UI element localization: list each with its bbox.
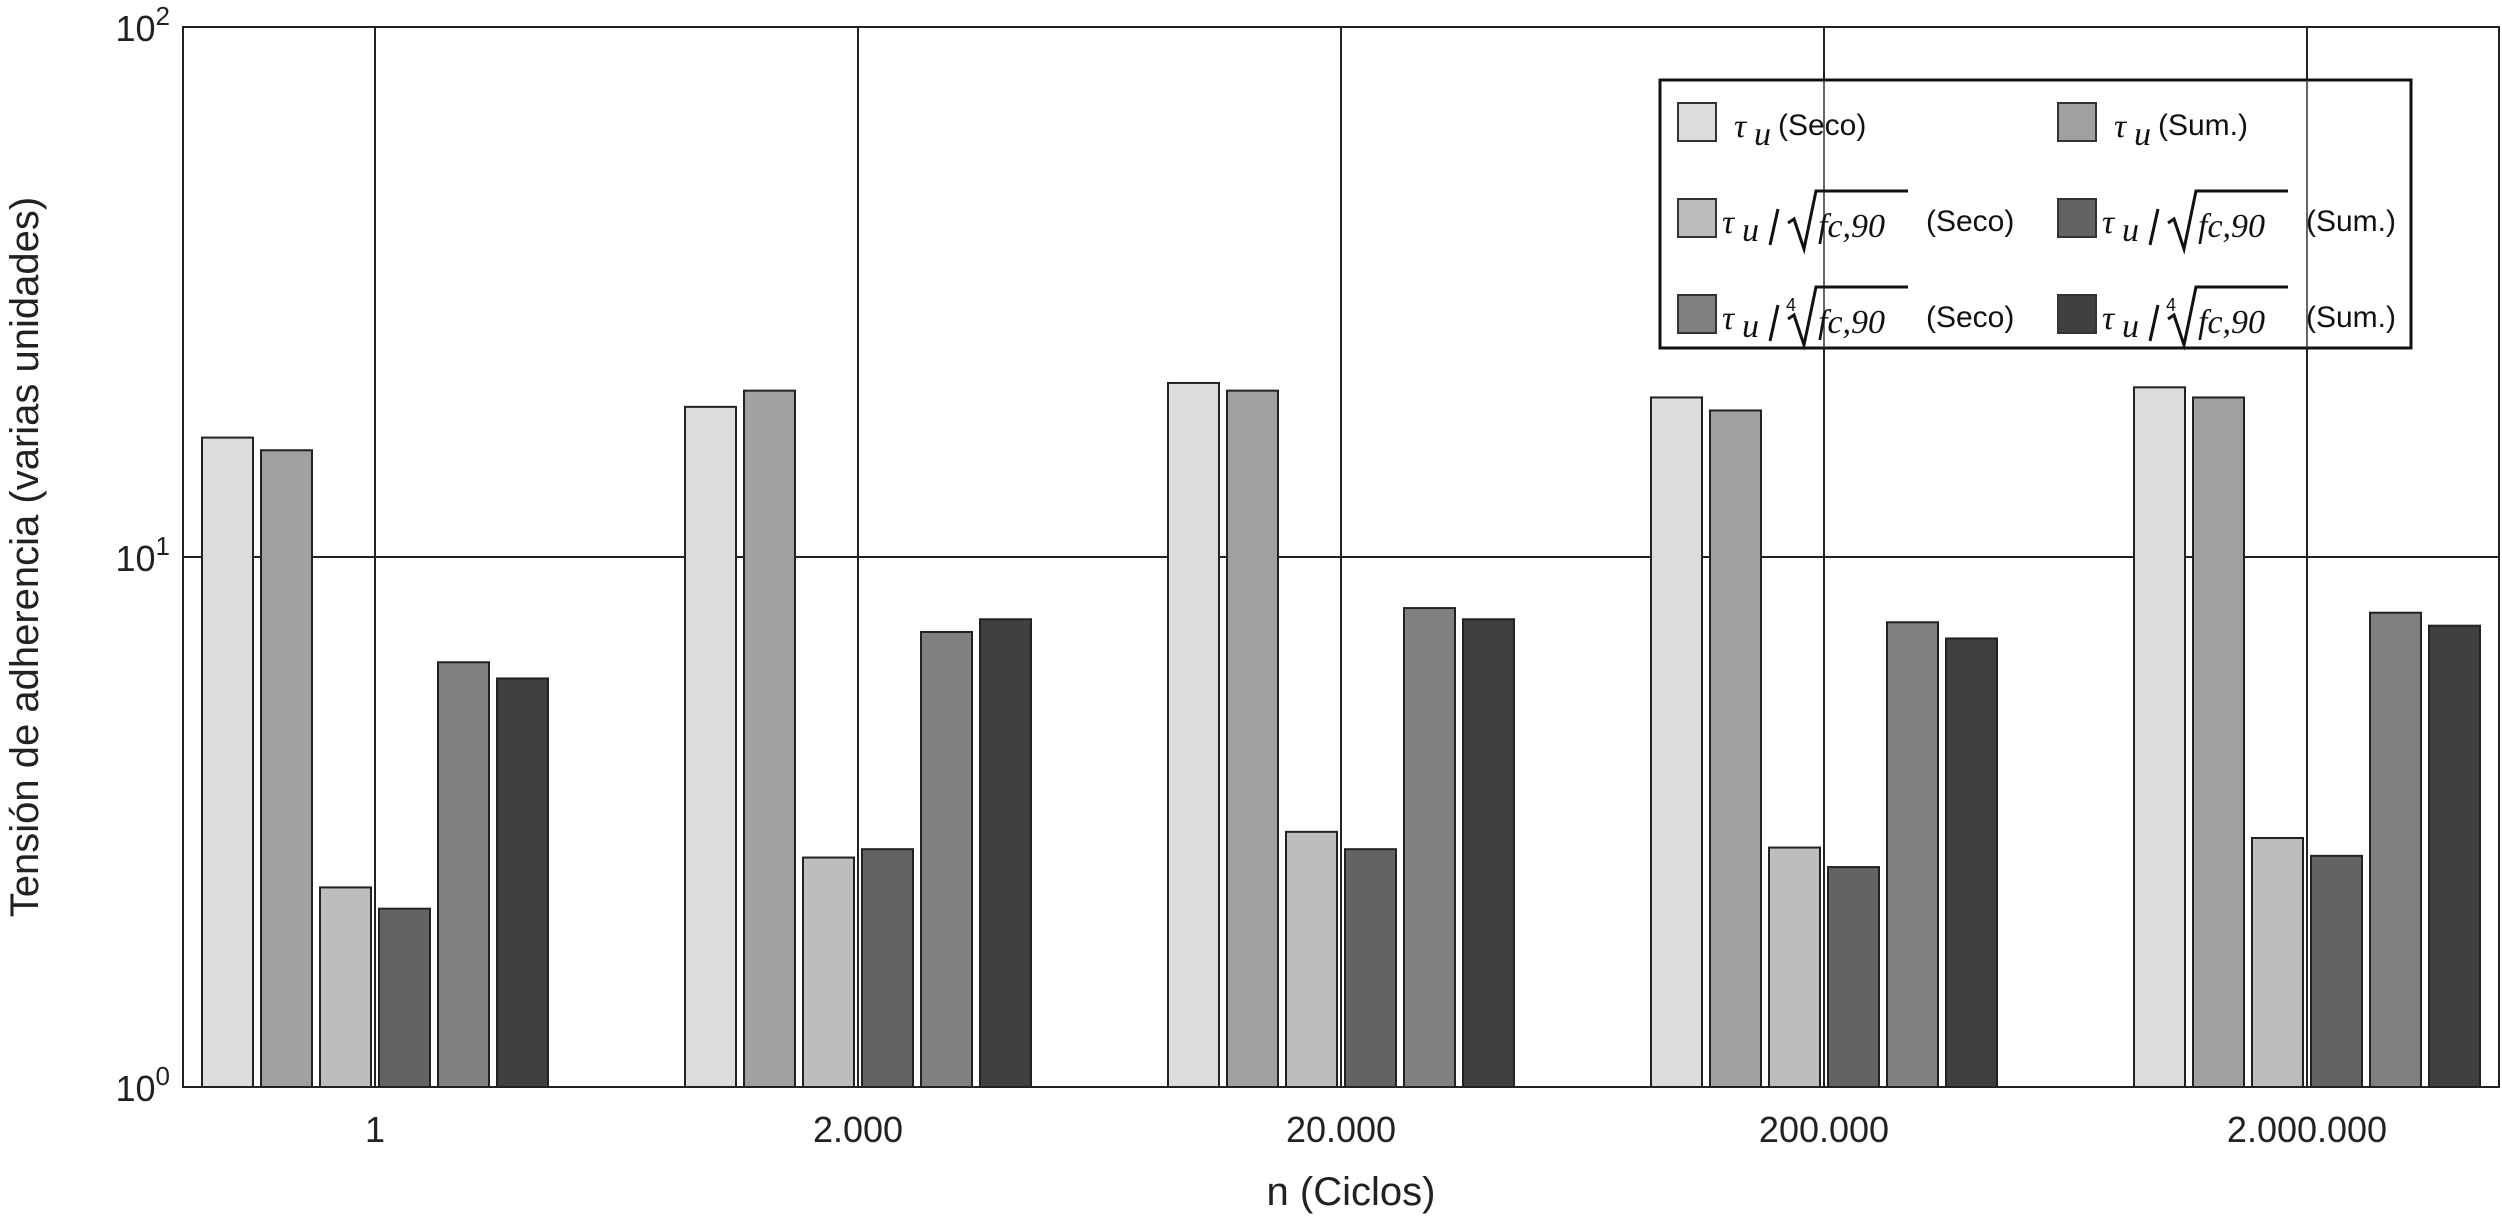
root-index: 4 (2166, 295, 2176, 315)
bar (1285, 830, 1338, 1088)
legend-entry: τ u fc,90 (Seco) (1677, 189, 2014, 255)
bar (1709, 409, 1762, 1089)
legend-swatch (1677, 102, 1717, 142)
legend-swatch (1677, 294, 1717, 334)
bar (319, 886, 372, 1088)
bar (1167, 381, 1220, 1088)
bar (2192, 396, 2245, 1088)
bar (1344, 848, 1397, 1089)
bar (979, 618, 1032, 1089)
legend-entry: τ u (Seco) (1677, 102, 1866, 153)
y-tick-base: 10 (115, 538, 155, 579)
bar (1462, 618, 1515, 1089)
bar (1650, 396, 1703, 1088)
bar (2310, 854, 2363, 1088)
root-sign-icon (1787, 189, 1908, 255)
legend-subscript: u (1754, 116, 1771, 153)
x-axis-label: n (Ciclos) (1267, 1170, 1436, 1214)
legend-swatch (2057, 102, 2097, 142)
bars (201, 381, 2481, 1089)
y-tick-exponent: 0 (156, 1061, 170, 1091)
y-tick-exponent: 1 (156, 531, 170, 561)
bar (684, 405, 737, 1088)
y-tick-label: 102 (115, 1, 170, 49)
bar (2251, 836, 2304, 1088)
legend-entry: τ u fc,90 (Sum.) (2057, 189, 2396, 255)
bar (861, 848, 914, 1089)
plot-frame (182, 26, 2500, 1088)
bar (496, 677, 549, 1088)
legend-entry: τ u 4 fc,90 (Seco) (1677, 285, 2014, 351)
bar (2133, 386, 2186, 1089)
legend-condition: (Sum.) (2158, 109, 2248, 142)
bar (378, 907, 431, 1088)
x-tick-labels: 1 2.000 20.000 200.000 2.000.000 (365, 1109, 2387, 1150)
bar (1768, 846, 1821, 1088)
bar (1945, 637, 1998, 1088)
y-tick-base: 10 (115, 8, 155, 49)
legend-tau: τ (2102, 300, 2116, 337)
bar (2428, 624, 2481, 1088)
bar (802, 856, 855, 1089)
legend-condition: (Seco) (1926, 205, 2014, 238)
division-slash (2148, 304, 2160, 342)
bar (201, 436, 254, 1089)
root-sign-icon (1787, 285, 1908, 351)
x-tick-label: 2.000.000 (2227, 1109, 2387, 1150)
legend-radicand: fc,90 (2198, 304, 2265, 341)
legend-condition: (Sum.) (2306, 301, 2396, 334)
legend-subscript: u (1742, 212, 1759, 249)
bar (260, 449, 313, 1088)
bar (437, 661, 490, 1088)
bar (743, 389, 796, 1088)
legend-swatch (1677, 198, 1717, 238)
legend: τ u (Seco) τ u (Sum.)τ u fc,90 (Seco) τ u fc,90 (Sum… (1658, 78, 2413, 351)
legend-subscript: u (1742, 308, 1759, 345)
legend-swatch (2057, 198, 2097, 238)
y-tick-exponent: 2 (156, 1, 170, 31)
legend-radicand: fc,90 (1818, 208, 1885, 245)
bar (1886, 621, 1939, 1088)
bar (1827, 866, 1880, 1089)
legend-radicand: fc,90 (1818, 304, 1885, 341)
y-tick-label: 101 (115, 531, 170, 579)
x-tick-label: 200.000 (1759, 1109, 1889, 1150)
bar (920, 630, 973, 1088)
legend-entry: τ u 4 fc,90 (Sum.) (2057, 285, 2396, 351)
legend-condition: (Sum.) (2306, 205, 2396, 238)
division-slash (2148, 208, 2160, 246)
root-index: 4 (1786, 295, 1796, 315)
legend-subscript: u (2134, 116, 2151, 153)
legend-tau: τ (1722, 300, 1736, 337)
legend-entry: τ u (Sum.) (2057, 102, 2248, 153)
root-sign-icon (2167, 285, 2288, 351)
x-tick-label: 1 (365, 1109, 385, 1150)
y-tick-base: 10 (115, 1068, 155, 1109)
root-sign-icon (2167, 189, 2288, 255)
division-slash (1768, 208, 1780, 246)
division-slash (1768, 304, 1780, 342)
legend-tau: τ (2102, 204, 2116, 241)
legend-condition: (Seco) (1778, 109, 1866, 142)
legend-tau: τ (1734, 108, 1748, 145)
legend-tau: τ (1722, 204, 1736, 241)
x-tick-label: 20.000 (1286, 1109, 1396, 1150)
bar (1403, 607, 1456, 1088)
bar (2369, 611, 2422, 1088)
y-tick-label: 100 (115, 1061, 170, 1109)
legend-tau: τ (2114, 108, 2128, 145)
legend-condition: (Seco) (1926, 301, 2014, 334)
bar (1226, 389, 1279, 1088)
x-tick-label: 2.000 (813, 1109, 903, 1150)
legend-swatch (2057, 294, 2097, 334)
legend-box (1658, 78, 2413, 350)
legend-subscript: u (2122, 308, 2139, 345)
y-axis-label: Tensión de adherencia (varias unidades) (3, 197, 47, 917)
legend-radicand: fc,90 (2198, 208, 2265, 245)
legend-subscript: u (2122, 212, 2139, 249)
